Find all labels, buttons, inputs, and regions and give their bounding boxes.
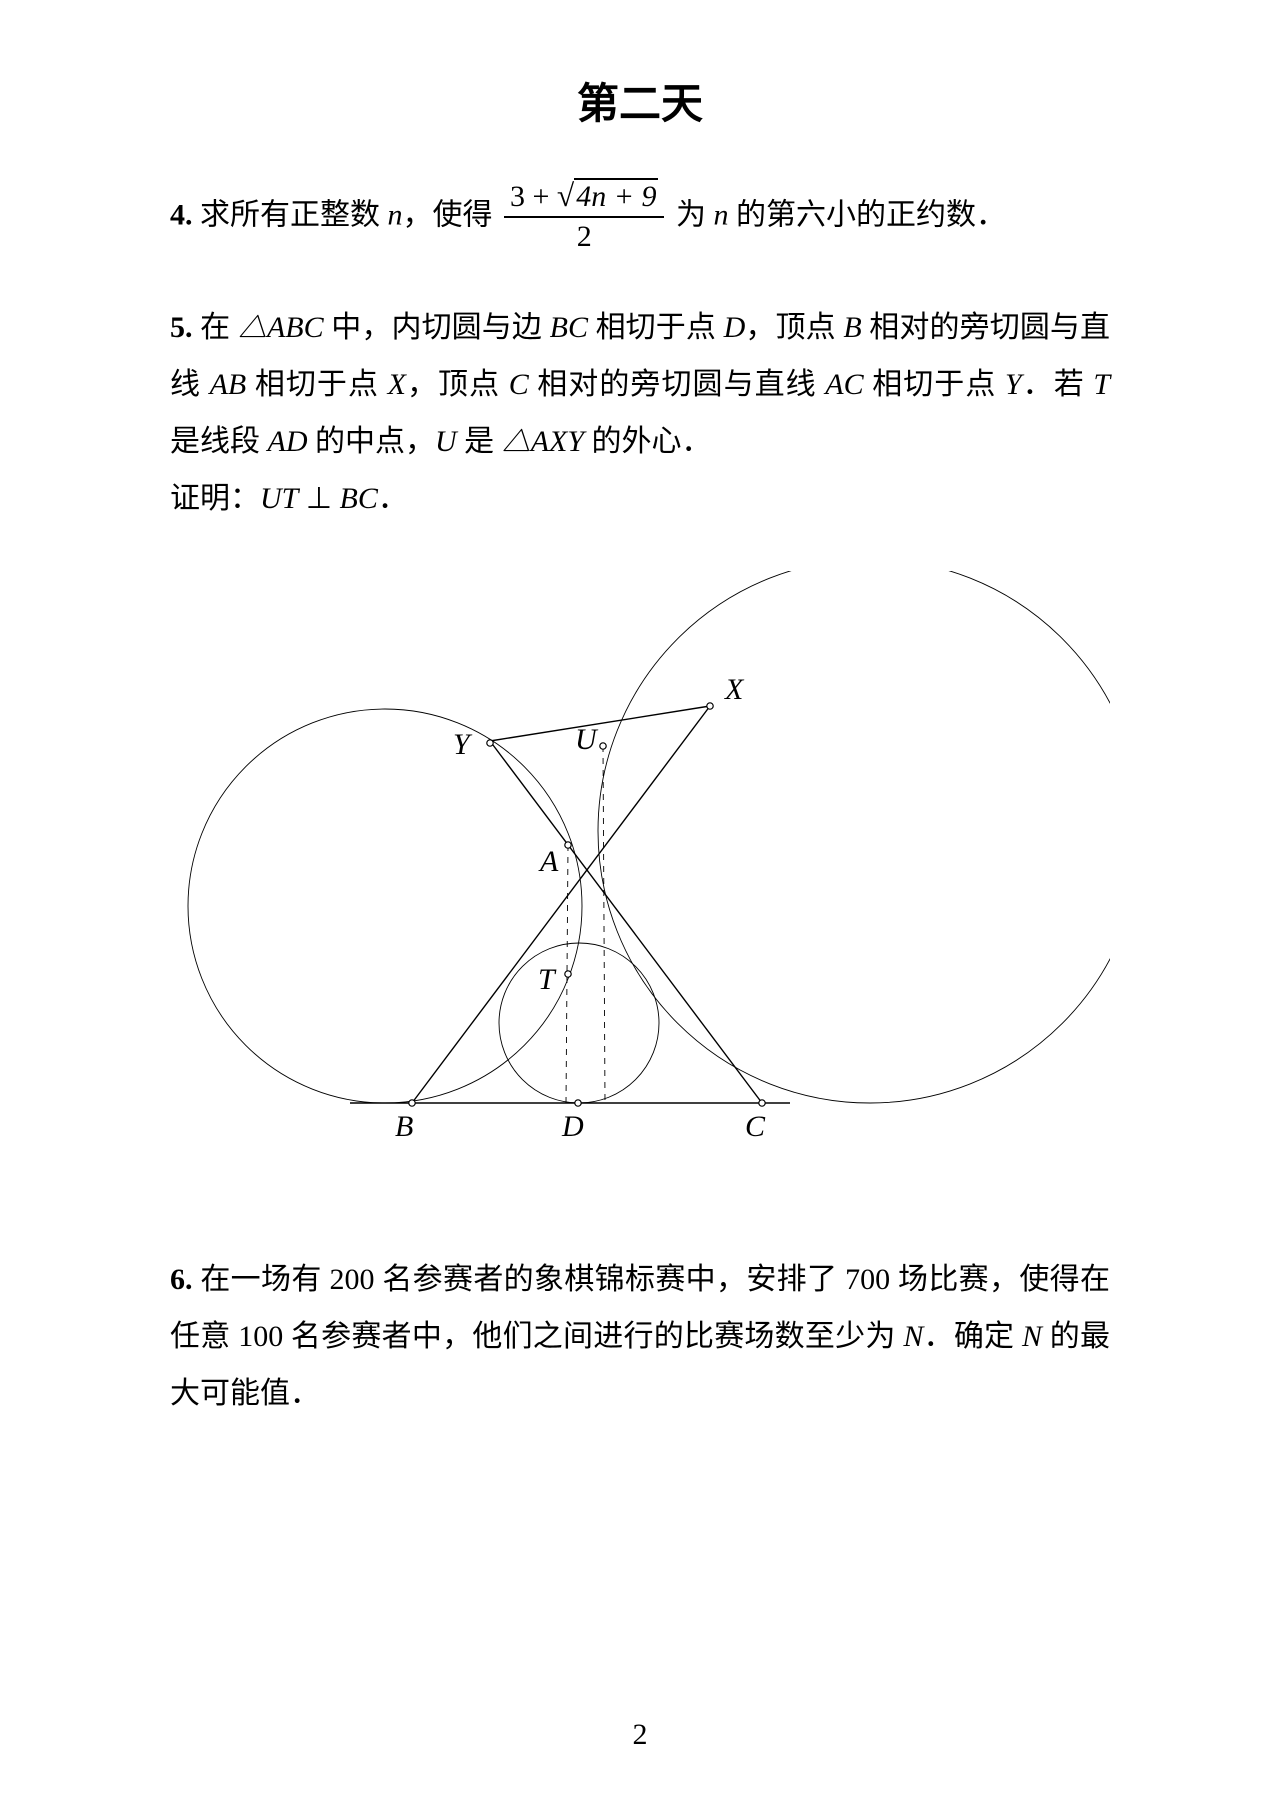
problem-6-number: 6.	[170, 1263, 193, 1296]
p4-frac-den: 2	[504, 218, 664, 253]
p5-AD: AD	[268, 425, 308, 458]
p5-t15: 的外心．	[584, 425, 712, 458]
page-title: 第二天	[170, 70, 1110, 131]
p5-t5: 相对的	[862, 311, 960, 344]
p4-var-n-2: n	[713, 199, 728, 232]
p5-perp: ⊥	[298, 482, 339, 515]
p6-N-1: N	[903, 1320, 923, 1353]
problem-4: 4. 求所有正整数 n，使得 3 + √4n + 92 为 n 的第六小的正约数…	[170, 181, 1110, 255]
svg-text:X: X	[724, 673, 745, 706]
svg-text:U: U	[575, 723, 599, 756]
p5-t17: ．	[378, 482, 408, 515]
p5-U: U	[435, 425, 457, 458]
svg-text:B: B	[395, 1110, 413, 1143]
p5-t1: 在	[193, 311, 238, 344]
p4-text-2: ，使得	[403, 199, 501, 232]
p6-t3: ．	[923, 1320, 953, 1353]
p6-t1: 在一场有 200 名参赛者的象棋锦标赛中，安排了 700 场比赛，	[193, 1263, 1020, 1296]
p4-fraction: 3 + √4n + 92	[504, 179, 664, 253]
p5-t12: 是线段	[170, 425, 268, 458]
problem-6: 6. 在一场有 200 名参赛者的象棋锦标赛中，安排了 700 场比赛，使得在任…	[170, 1251, 1110, 1422]
p5-t14: 是	[457, 425, 502, 458]
p5-BC-1: BC	[550, 311, 588, 344]
problem-5-figure: X Y U A T B D C	[170, 571, 1110, 1211]
p5-D: D	[724, 311, 746, 344]
p6-t4: 确定	[954, 1320, 1022, 1353]
p5-AB: AB	[210, 368, 247, 401]
p5-t8: ，顶点	[406, 368, 509, 401]
svg-text:T: T	[538, 963, 557, 996]
p5-X: X	[388, 368, 406, 401]
p5-AC: AC	[825, 368, 863, 401]
p5-C: C	[509, 368, 529, 401]
p4-radicand: 4n + 9	[576, 180, 656, 213]
p5-T: T	[1093, 368, 1110, 401]
p5-B: B	[843, 311, 861, 344]
p4-text-3: 为	[668, 199, 713, 232]
p5-Y: Y	[1005, 368, 1022, 401]
p5-BC-2: BC	[340, 482, 378, 515]
svg-text:A: A	[538, 845, 559, 878]
p5-t3: 相切于点	[588, 311, 724, 344]
problem-5-number: 5.	[170, 311, 193, 344]
p6-N-2: N	[1022, 1320, 1042, 1353]
p5-UT: UT	[260, 482, 298, 515]
p5-t16: 证明：	[170, 482, 260, 515]
p4-var-n-1: n	[388, 199, 403, 232]
p5-t2: 中，内切圆与边	[324, 311, 550, 344]
p5-t7: 相切于点	[246, 368, 387, 401]
p5-t13: 的中点，	[308, 425, 436, 458]
p5-t4: ，顶点	[745, 311, 843, 344]
svg-text:Y: Y	[453, 728, 473, 761]
p5-t11: ．若	[1022, 368, 1094, 401]
svg-text:D: D	[561, 1110, 584, 1143]
problem-5: 5. 在 △ABC 中，内切圆与边 BC 相切于点 D，顶点 B 相对的旁切圆与…	[170, 299, 1110, 527]
p4-text-1: 求所有正整数	[193, 199, 388, 232]
page-number: 2	[0, 1718, 1280, 1752]
p5-t10: 相切于点	[872, 368, 1005, 401]
p5-tri-AXY: △AXY	[502, 425, 584, 458]
p4-text-4: 的第六小的正约数．	[728, 199, 1006, 232]
p5-tri-ABC: △ABC	[238, 311, 324, 344]
problem-4-number: 4.	[170, 199, 193, 232]
p4-frac-num-left: 3 +	[510, 180, 557, 213]
p5-t9: 相对的旁切圆与直线	[529, 368, 826, 401]
svg-text:C: C	[745, 1110, 766, 1143]
